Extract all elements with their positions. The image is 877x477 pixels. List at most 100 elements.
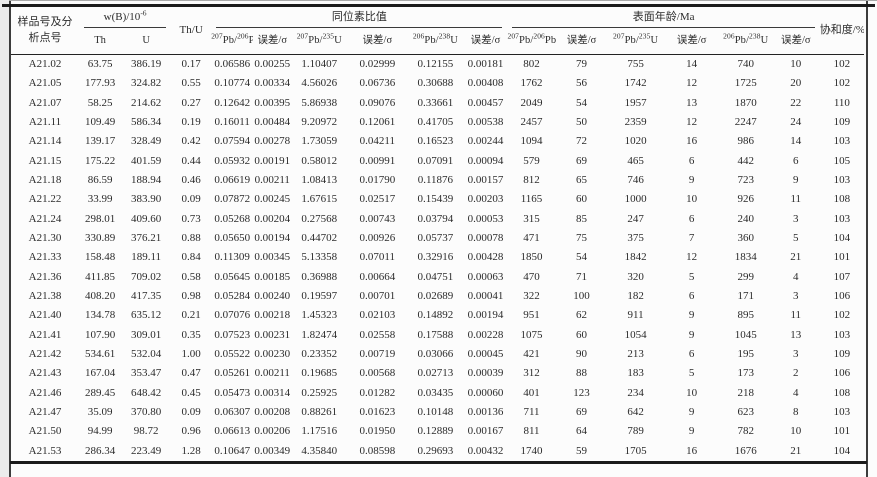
cell-ratio-207pb-235u-error: 0.00926: [359, 231, 396, 244]
cell-ratio-207pb-206pb: 0.05932: [214, 154, 251, 167]
cell-age-206pb-238u: 195: [737, 348, 754, 360]
cell-ratio-207pb-235u-error: 0.01623: [359, 406, 396, 419]
header-sample-id-line1: 样品号及分: [17, 15, 73, 28]
cell-th-content: 411.85: [85, 270, 115, 283]
cell-age-206pb-238u-error: 10: [790, 425, 802, 438]
cell-age-207pb-235u: 746: [627, 173, 644, 186]
header-u: U: [121, 27, 172, 55]
cell-ratio-207pb-235u-error: 0.02103: [359, 309, 396, 322]
cell-concordance: 102: [833, 58, 851, 71]
cell-ratio-207pb-206pb-error: 0.00345: [254, 251, 291, 264]
cell-concordance: 108: [833, 193, 851, 206]
header-ratio-207pb-206pb-error: 误差/σ: [253, 27, 292, 55]
header-surface-age-group: 表面年龄/Ma: [507, 7, 819, 28]
cell-age-207pb-206pb: 421: [523, 348, 540, 360]
cell-age-206pb-238u-error: 10: [790, 58, 802, 71]
cell-ratio-207pb-235u: 5.86938: [301, 96, 338, 109]
cell-ratio-207pb-235u-error: 0.08598: [359, 444, 396, 457]
isotope-label-206pb-238u: 206Pb/238U: [412, 31, 458, 46]
cell-ratio-206pb-238u-error: 0.00181: [467, 58, 504, 71]
page-top-edge: [0, 0, 877, 1]
cell-ratio-207pb-206pb: 0.06613: [214, 425, 251, 438]
isotope-label-206pb-238u: 206Pb/238U: [723, 31, 769, 46]
header-age-207pb-206pb-error: 误差/σ: [555, 27, 608, 55]
cell-ratio-207pb-235u: 0.23352: [301, 348, 338, 360]
table-row: A21.18 86.59 188.94 0.46 0.06619 0.00211 1.084…: [11, 171, 864, 190]
table-row: A21.41 107.90 309.01 0.35 0.07523 0.00231 1.82…: [11, 325, 864, 344]
cell-th-u-ratio: 0.73: [181, 212, 201, 225]
table-body: A21.02 63.75 386.19 0.17 0.06586 0.00255 1.104…: [11, 55, 864, 461]
cell-ratio-206pb-238u: 0.02713: [417, 367, 454, 380]
page-left-border: [9, 1, 11, 477]
cell-ratio-207pb-206pb-error: 0.00208: [254, 406, 291, 419]
cell-u-content: 189.11: [131, 251, 162, 264]
cell-ratio-207pb-235u: 1.82474: [301, 328, 338, 341]
cell-ratio-207pb-206pb: 0.16011: [214, 115, 250, 128]
cell-age-207pb-235u-error: 10: [686, 193, 698, 206]
isotope-label-207pb-206pb: 207Pb/206Pb: [507, 31, 556, 46]
cell-age-206pb-238u: 1834: [734, 251, 757, 264]
cell-ratio-207pb-206pb: 0.06619: [214, 173, 251, 186]
cell-ratio-207pb-235u-error: 0.06736: [359, 77, 396, 90]
cell-th-u-ratio: 0.55: [181, 77, 201, 90]
cell-ratio-207pb-206pb-error: 0.00206: [254, 425, 291, 438]
cell-ratio-207pb-235u: 5.13358: [301, 251, 338, 264]
cell-age-206pb-238u-error: 21: [790, 251, 802, 264]
cell-age-207pb-206pb-error: 123: [573, 386, 590, 399]
cell-concordance: 101: [833, 425, 851, 438]
cell-concordance: 103: [833, 135, 851, 148]
table-row: A21.11 109.49 586.34 0.19 0.16011 0.00484 9.20…: [11, 113, 864, 132]
cell-ratio-207pb-206pb: 0.07594: [214, 135, 251, 148]
cell-ratio-207pb-235u: 0.19597: [301, 289, 338, 302]
cell-th-u-ratio: 0.42: [181, 135, 201, 148]
cell-u-content: 98.72: [133, 425, 159, 438]
cell-u-content: 376.21: [131, 231, 162, 244]
cell-ratio-206pb-238u-error: 0.00167: [467, 425, 504, 438]
cell-ratio-207pb-235u-error: 0.07011: [359, 251, 395, 264]
cell-th-u-ratio: 0.98: [181, 289, 201, 302]
cell-ratio-206pb-238u-error: 0.00045: [467, 348, 504, 360]
cell-u-content: 223.49: [131, 444, 162, 457]
cell-age-206pb-238u: 782: [737, 425, 754, 438]
cell-ratio-206pb-238u-error: 0.00228: [467, 328, 504, 341]
table-bottom-rule: [10, 461, 867, 464]
cell-ratio-207pb-235u-error: 0.00701: [359, 289, 396, 302]
cell-ratio-207pb-235u: 1.73059: [301, 135, 338, 148]
cell-concordance: 102: [833, 309, 851, 322]
cell-th-u-ratio: 0.96: [181, 425, 201, 438]
cell-ratio-207pb-206pb: 0.05522: [214, 348, 251, 360]
cell-age-207pb-235u: 234: [627, 386, 644, 399]
cell-age-206pb-238u: 2247: [734, 115, 757, 128]
cell-age-207pb-235u-error: 5: [688, 270, 695, 283]
cell-age-207pb-206pb-error: 90: [576, 348, 588, 360]
cell-ratio-207pb-235u-error: 0.00719: [359, 348, 396, 360]
cell-concordance: 104: [833, 231, 851, 244]
cell-sample-id: A21.43: [28, 367, 62, 380]
cell-age-206pb-238u-error: 2: [793, 367, 799, 380]
cell-age-207pb-235u-error: 10: [686, 386, 698, 399]
cell-ratio-206pb-238u-error: 0.00203: [467, 193, 504, 206]
cell-age-206pb-238u-error: 9: [793, 173, 799, 186]
header-ratio-207pb-206pb: 207Pb/206Pb: [211, 27, 254, 55]
cell-u-content: 353.47: [131, 367, 162, 380]
cell-ratio-206pb-238u: 0.14892: [417, 309, 454, 322]
cell-age-207pb-235u: 1705: [624, 444, 647, 457]
cell-age-207pb-235u: 320: [627, 270, 644, 283]
cell-sample-id: A21.22: [28, 193, 62, 206]
cell-ratio-206pb-238u-error: 0.00078: [467, 231, 504, 244]
cell-ratio-207pb-206pb: 0.06586: [214, 58, 251, 71]
cell-ratio-206pb-238u: 0.07091: [417, 154, 454, 167]
cell-ratio-207pb-206pb-error: 0.00211: [254, 173, 290, 186]
header-ratio-207pb-235u-error: 误差/σ: [347, 27, 408, 55]
header-age-207pb-235u: 207Pb/235U: [607, 27, 664, 55]
table-row: A21.46 289.45 648.42 0.45 0.05473 0.00314 0.25…: [11, 383, 864, 402]
cell-th-content: 134.78: [84, 309, 116, 322]
cell-age-207pb-235u-error: 12: [686, 77, 698, 90]
cell-age-207pb-235u-error: 14: [686, 58, 698, 71]
cell-ratio-207pb-235u: 1.67615: [301, 193, 338, 206]
cell-ratio-207pb-235u-error: 0.00743: [359, 212, 396, 225]
header-sample-id-line2: 析点号: [28, 32, 62, 45]
cell-age-207pb-235u: 642: [627, 406, 644, 419]
cell-ratio-207pb-235u: 4.56026: [301, 77, 338, 90]
cell-age-207pb-206pb-error: 60: [576, 328, 588, 341]
